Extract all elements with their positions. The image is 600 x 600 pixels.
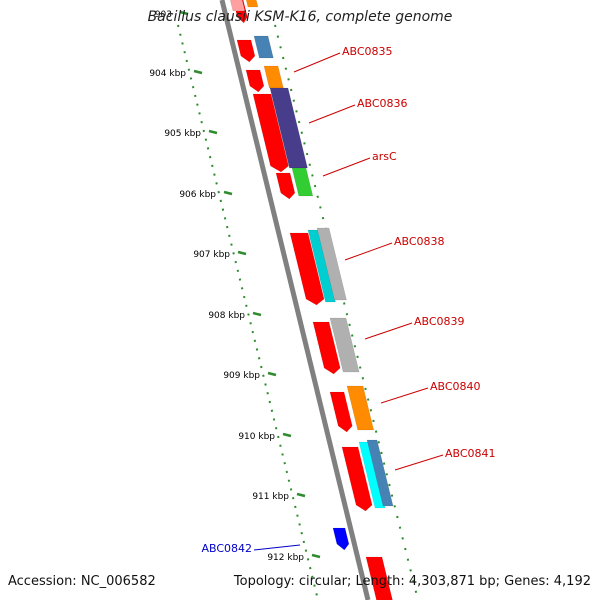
label-connector (322, 157, 371, 177)
gene-feature[interactable] (316, 227, 347, 301)
gene-label[interactable]: ABC0836 (357, 97, 408, 110)
tick-mark (282, 432, 292, 438)
gene-feature[interactable] (358, 441, 386, 509)
tick-mark (267, 371, 277, 377)
gene-feature[interactable] (346, 385, 375, 431)
tick-mark (311, 553, 321, 559)
tick-mark (252, 311, 262, 317)
gene-feature[interactable] (263, 65, 284, 89)
gene-label[interactable]: arsC (372, 150, 397, 163)
gene-feature-red[interactable] (245, 69, 265, 93)
tick-mark (296, 492, 306, 498)
tick-mark (237, 250, 247, 256)
tick-label: 904 kbp (149, 69, 186, 79)
gene-feature[interactable] (269, 87, 308, 169)
tick-label: 911 kbp (252, 492, 289, 502)
genome-backbone (219, 0, 371, 600)
topology-text: Topology: circular; Length: 4,303,871 bp… (233, 574, 591, 589)
label-connector (293, 52, 341, 73)
gene-feature-red[interactable] (312, 321, 341, 375)
gene-label[interactable]: ABC0840 (430, 380, 481, 393)
tick-label: 908 kbp (208, 311, 245, 321)
gene-feature[interactable] (307, 229, 336, 303)
gene-feature-red[interactable] (329, 391, 353, 433)
gene-feature-red[interactable] (289, 232, 325, 306)
gene-label[interactable]: ABC0838 (394, 235, 445, 248)
gene-feature-red[interactable] (341, 446, 373, 512)
gene-label[interactable]: ABC0835 (342, 45, 393, 58)
gene-feature[interactable] (291, 167, 314, 197)
tick-label: 910 kbp (238, 432, 275, 442)
tick-mark (208, 129, 218, 135)
gene-feature-red[interactable] (365, 556, 393, 600)
gene-feature[interactable] (253, 35, 274, 59)
gene-feature[interactable] (245, 0, 259, 8)
tick-mark (193, 69, 203, 75)
tick-mark (179, 10, 189, 16)
accession-text: Accession: NC_006582 (8, 574, 156, 589)
gene-feature[interactable] (229, 0, 246, 12)
gene-feature[interactable] (329, 317, 360, 373)
feature-group (229, 0, 394, 600)
tick-label: 905 kbp (164, 129, 201, 139)
gene-label[interactable]: ABC0841 (445, 447, 496, 460)
label-connector (308, 104, 356, 124)
tick-label: 912 kbp (267, 553, 304, 563)
label-connector (344, 242, 393, 261)
tick-mark (223, 190, 233, 196)
gene-feature-blue[interactable] (332, 527, 350, 551)
label-connector (394, 454, 444, 471)
tick-label: 909 kbp (223, 371, 260, 381)
tick-group: 903 904 kbp 905 kbp 906 kbp 907 kbp 908 kbp 90… (149, 10, 321, 563)
gene-label[interactable]: ABC0842 (201, 542, 252, 555)
gene-feature[interactable] (366, 439, 394, 507)
label-connector (380, 387, 429, 404)
tick-label: 907 kbp (193, 250, 230, 260)
gene-feature-red[interactable] (275, 172, 296, 200)
tick-label: 903 (155, 10, 172, 20)
gene-label[interactable]: ABC0839 (414, 315, 465, 328)
label-connector (364, 322, 413, 340)
tick-label: 906 kbp (179, 190, 216, 200)
label-connector (253, 544, 301, 551)
map-title: Bacillus clausii KSM-K16, complete genom… (147, 9, 453, 25)
gene-feature-red[interactable] (236, 39, 256, 63)
gene-feature-red[interactable] (252, 93, 289, 173)
label-group: ABC0835 ABC0836 arsC ABC0838 ABC0839 ABC0840 A… (201, 45, 495, 555)
